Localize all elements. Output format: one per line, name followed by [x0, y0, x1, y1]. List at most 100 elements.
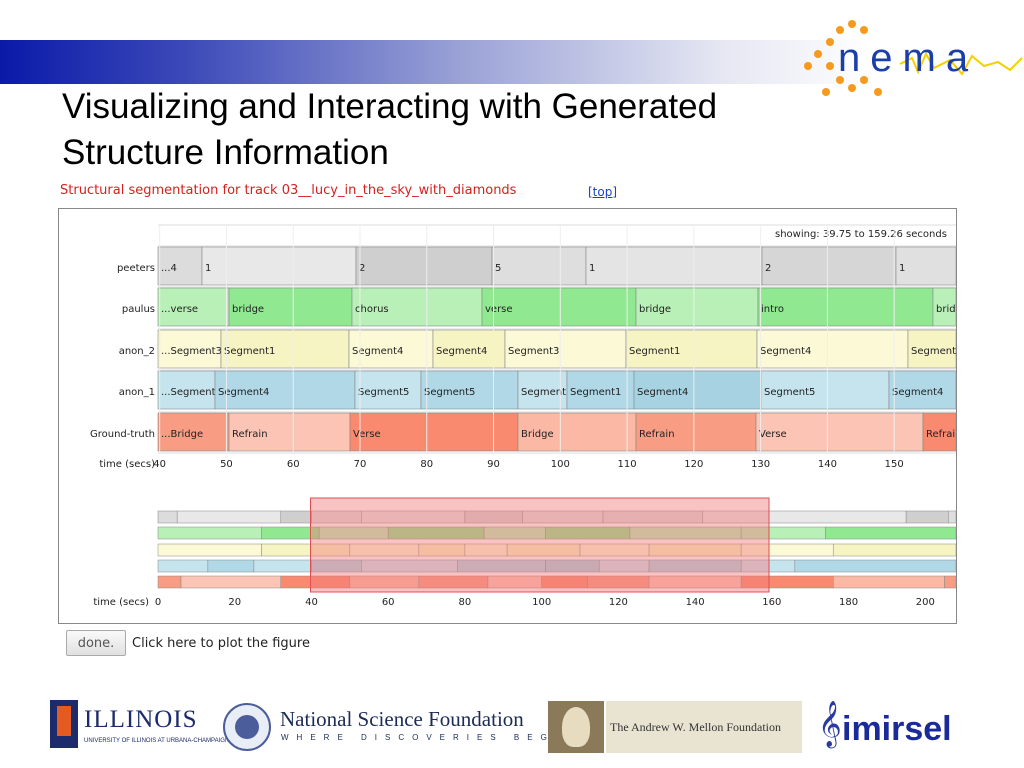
segment-0-5	[761, 246, 897, 286]
segmentation-panel[interactable]: showing: 39.75 to 159.26 seconds peeters.…	[58, 208, 957, 624]
bottom-tick-1: 20	[228, 597, 241, 608]
top-tick-3: 70	[354, 459, 367, 470]
segment-label-2-0: ...Segment3	[161, 346, 222, 357]
segment-4-3	[517, 412, 637, 452]
segment-3-1	[214, 370, 356, 410]
segment-label-4-5: Verse	[759, 429, 787, 440]
segment-0-6	[895, 246, 956, 286]
segment-label-2-2: Segment4	[352, 346, 403, 357]
nsf-seal-icon	[223, 703, 271, 751]
bottom-tick-5: 100	[532, 597, 551, 608]
overview-segment-0-2	[280, 510, 312, 524]
segment-label-0-4: 1	[589, 263, 595, 274]
segment-label-0-3: 5	[495, 263, 501, 274]
overview-segment-3-10	[794, 559, 956, 573]
overview-segment-0-9	[905, 510, 949, 524]
segment-2-4	[504, 329, 627, 369]
treble-clef-icon: 𝄞	[818, 702, 842, 746]
top-tick-8: 120	[684, 459, 703, 470]
segment-label-3-5: Segment1	[570, 387, 621, 398]
segment-label-1-6: bridg	[936, 304, 956, 315]
segment-0-0	[157, 246, 203, 286]
segment-0-1	[201, 246, 357, 286]
segment-2-3	[432, 329, 506, 369]
bottom-tick-4: 80	[459, 597, 472, 608]
bottom-tick-0: 0	[155, 597, 161, 608]
title-line-2: Structure Information	[62, 133, 389, 172]
row-label-3: anon_1	[119, 387, 155, 398]
segment-4-2	[349, 412, 519, 452]
bottom-tick-3: 60	[382, 597, 395, 608]
segment-label-0-6: 1	[899, 263, 905, 274]
nema-logo: nema	[800, 14, 1024, 104]
segment-1-4	[635, 287, 759, 327]
mellon-name: The Andrew W. Mellon Foundation	[606, 701, 802, 753]
segment-label-2-4: Segment3	[508, 346, 559, 357]
segment-label-1-5: intro	[761, 304, 784, 315]
segment-label-2-3: Segment4	[436, 346, 487, 357]
row-label-1: paulus	[122, 304, 155, 315]
segmentation-chart[interactable]: showing: 39.75 to 159.26 seconds peeters.…	[59, 209, 956, 623]
nema-wordmark: nema	[838, 36, 979, 80]
overview-segment-1-0	[157, 526, 262, 540]
segment-1-3	[481, 287, 637, 327]
segment-label-4-0: ...Bridge	[161, 429, 203, 440]
overview-segment-3-0	[157, 559, 209, 573]
segment-1-6	[932, 287, 956, 327]
bottom-tick-10: 200	[916, 597, 935, 608]
segment-label-4-3: Bridge	[521, 429, 554, 440]
segment-3-6	[633, 370, 762, 410]
top-tick-0: 40	[153, 459, 166, 470]
segment-label-2-1: Segment1	[224, 346, 275, 357]
top-tick-9: 130	[751, 459, 770, 470]
segment-2-2	[348, 329, 434, 369]
segment-2-1	[220, 329, 350, 369]
segment-label-2-7: Segment	[911, 346, 956, 357]
segment-1-5	[757, 287, 934, 327]
selection-window[interactable]	[310, 497, 770, 593]
segment-label-4-4: Refrain	[639, 429, 675, 440]
segment-label-0-2: 2	[359, 263, 365, 274]
bottom-tick-2: 40	[305, 597, 318, 608]
bottom-tick-8: 160	[762, 597, 781, 608]
segment-label-1-0: ...verse	[161, 304, 198, 315]
top-tick-1: 50	[220, 459, 233, 470]
bottom-time-label: time (secs)	[93, 597, 149, 608]
segment-0-3	[491, 246, 587, 286]
overview-segment-4-1	[180, 575, 282, 589]
segment-label-2-5: Segment1	[629, 346, 680, 357]
nsf-tagline: WHERE DISCOVERIES BEGIN	[281, 733, 579, 742]
segment-3-0	[157, 370, 216, 410]
overview-segment-3-1	[207, 559, 255, 573]
segment-label-3-6: Segment4	[637, 387, 688, 398]
overview-segment-1-8	[825, 526, 956, 540]
top-link[interactable]: [top]	[588, 185, 618, 199]
overview-segment-4-11	[944, 575, 956, 589]
segment-label-4-1: Refrain	[232, 429, 268, 440]
segment-label-1-2: chorus	[355, 304, 389, 315]
segment-label-0-0: ...4	[161, 263, 177, 274]
segment-label-3-2: Segment5	[358, 387, 409, 398]
segment-4-1	[228, 412, 351, 452]
segment-4-6	[922, 412, 956, 452]
segment-3-4	[517, 370, 568, 410]
showing-label: showing: 39.75 to 159.26 seconds	[775, 229, 947, 240]
nsf-name: National Science Foundation	[280, 707, 524, 731]
top-tick-2: 60	[287, 459, 300, 470]
segment-3-5	[566, 370, 635, 410]
top-tick-6: 100	[551, 459, 570, 470]
segment-3-3	[420, 370, 519, 410]
segment-label-2-6: Segment4	[760, 346, 811, 357]
title-line-1: Visualizing and Interacting with Generat…	[62, 87, 718, 126]
overview-segment-0-1	[176, 510, 282, 524]
segment-label-1-1: bridge	[232, 304, 264, 315]
done-hint: Click here to plot the figure	[132, 636, 310, 651]
done-button[interactable]: done.	[66, 630, 126, 656]
segment-label-3-4: Segment	[521, 387, 566, 398]
segment-label-0-5: 2	[765, 263, 771, 274]
segment-label-3-1: Segment4	[218, 387, 269, 398]
segment-label-1-3: verse	[485, 304, 513, 315]
overview-segment-0-10	[948, 510, 956, 524]
overview-segment-3-2	[253, 559, 312, 573]
header-band	[0, 40, 1024, 84]
